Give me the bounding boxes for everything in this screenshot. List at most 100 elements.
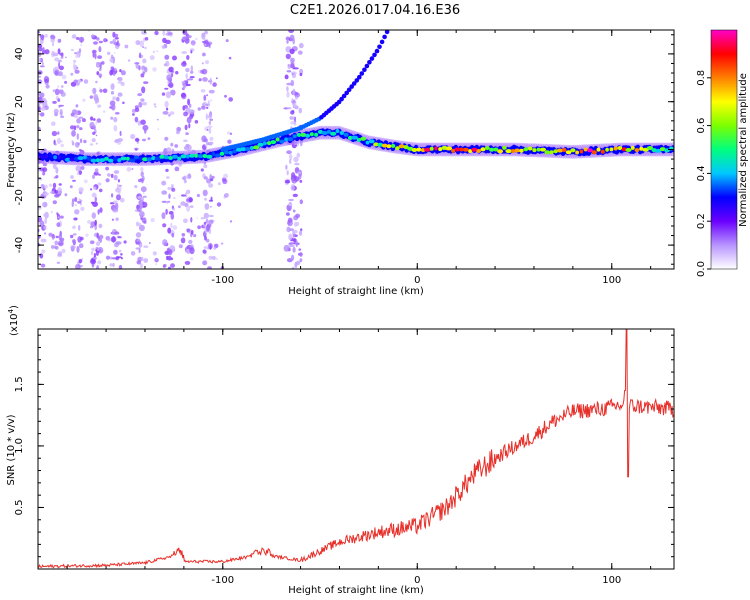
trace-core (314, 132, 319, 137)
noise-dot (167, 227, 172, 234)
noise-dot (154, 105, 157, 108)
noise-dot (286, 226, 291, 233)
trace-core (360, 136, 367, 141)
noise-dot (202, 77, 208, 82)
noise-dot (206, 106, 209, 110)
noise-dot (286, 70, 292, 73)
noise-dot (71, 205, 74, 207)
noise-dot (42, 201, 48, 208)
trace-core (49, 153, 53, 158)
noise-dot (215, 257, 218, 260)
noise-dot (57, 140, 63, 143)
noise-dot (43, 213, 46, 217)
noise-dot (189, 76, 195, 79)
noise-dot (75, 165, 82, 172)
noise-dot (105, 166, 109, 171)
noise-dot (74, 69, 80, 74)
noise-dot (70, 48, 74, 52)
noise-dot (202, 249, 207, 254)
noise-dot (60, 91, 66, 97)
trace-core (625, 148, 632, 152)
noise-dot (227, 131, 230, 135)
noise-dot (71, 141, 75, 146)
noise-dot (76, 82, 80, 85)
noise-dot (210, 178, 214, 182)
noise-dot (135, 232, 142, 238)
noise-dot (91, 138, 96, 143)
noise-dot (108, 239, 111, 242)
noise-dot (156, 118, 159, 121)
noise-dot (90, 188, 93, 191)
noise-dot (188, 197, 193, 203)
trace-core (180, 154, 187, 159)
rising-branch-dot (367, 60, 372, 65)
noise-dot (209, 77, 212, 85)
noise-dot (206, 178, 212, 184)
noise-dot (135, 138, 140, 142)
noise-dot (105, 178, 110, 183)
noise-dot (149, 55, 155, 61)
trace-core (605, 147, 609, 152)
noise-dot (174, 144, 179, 148)
trace-core (655, 148, 662, 153)
trace-core (480, 147, 486, 152)
noise-dot (284, 74, 289, 80)
noise-dot (117, 138, 123, 142)
colorbar-gradient (710, 29, 738, 270)
y-tick-label: 1.5 (14, 376, 25, 392)
trace-core (300, 132, 307, 137)
noise-dot (70, 246, 75, 251)
trace-core (463, 147, 469, 152)
noise-dot (61, 74, 67, 80)
spectrogram-panel: -100 0 100 -40 -20 0 20 40 Height of straight l… (6, 29, 675, 297)
colorbar-tick-label: 0.4 (696, 165, 707, 181)
trace-core (609, 147, 614, 152)
noise-dot (190, 50, 193, 54)
noise-dot (51, 237, 55, 240)
trace-core (339, 130, 344, 135)
noise-dot (72, 179, 76, 182)
trace-core (154, 156, 161, 161)
noise-dot (93, 125, 96, 131)
noise-dot (229, 132, 233, 135)
noise-dot (77, 79, 82, 83)
noise-dot (190, 257, 194, 261)
trace-core (505, 149, 512, 154)
noise-dot (60, 115, 65, 119)
noise-dot (77, 142, 81, 145)
noise-dot (71, 130, 76, 137)
noise-dot (215, 77, 218, 80)
noise-dot (289, 48, 295, 55)
noise-dot (116, 256, 122, 259)
trace-core (468, 149, 473, 154)
noise-dot (284, 179, 291, 184)
noise-dot (187, 98, 191, 106)
noise-dot (141, 256, 144, 261)
noise-dot (292, 246, 296, 253)
noise-dot (196, 217, 198, 219)
noise-dot (185, 143, 190, 148)
rising-branch-dot (374, 48, 380, 54)
noise-dot (40, 34, 45, 41)
rising-branch-dot (377, 44, 382, 50)
y-tick-label: 0.5 (14, 500, 25, 516)
noise-dot (126, 166, 132, 172)
noise-dot (57, 70, 60, 73)
noise-dot (95, 80, 98, 84)
noise-dot (295, 221, 300, 227)
noise-dot (201, 32, 206, 40)
noise-dot (172, 225, 178, 231)
noise-dot (162, 30, 166, 36)
noise-dot (194, 120, 199, 124)
noise-dot (80, 165, 85, 170)
noise-dot (95, 123, 98, 126)
noise-dot (107, 173, 111, 177)
noise-dot (161, 44, 166, 50)
noise-dot (164, 100, 169, 108)
noise-dot (116, 96, 120, 102)
trace-core (519, 148, 524, 153)
noise-dot (83, 139, 87, 144)
noise-dot (211, 175, 215, 179)
trace-core (575, 150, 579, 155)
noise-dot (176, 130, 180, 135)
